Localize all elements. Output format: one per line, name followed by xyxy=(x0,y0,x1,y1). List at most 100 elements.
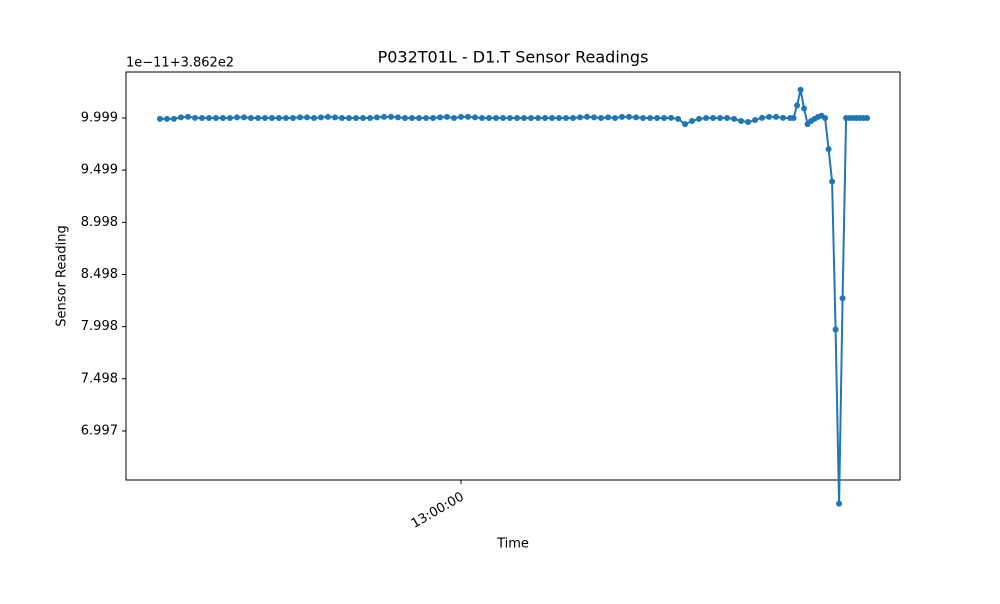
data-point xyxy=(521,114,528,121)
data-point xyxy=(675,115,682,122)
data-point xyxy=(563,114,570,121)
data-point xyxy=(836,500,843,507)
data-point xyxy=(822,114,829,121)
data-point xyxy=(832,326,839,333)
data-point xyxy=(366,114,373,121)
data-point xyxy=(373,114,380,121)
data-point xyxy=(156,115,163,122)
data-point xyxy=(261,114,268,121)
data-point xyxy=(240,114,247,121)
y-tick-label: 9.499 xyxy=(81,163,118,178)
data-point xyxy=(338,114,345,121)
data-point xyxy=(825,146,832,153)
data-point xyxy=(528,114,535,121)
data-point xyxy=(430,114,437,121)
data-point xyxy=(219,114,226,121)
data-point xyxy=(331,114,338,121)
data-point xyxy=(275,114,282,121)
data-point xyxy=(451,114,458,121)
data-point xyxy=(500,114,507,121)
y-tick-label: 7.998 xyxy=(81,319,118,334)
data-point xyxy=(247,114,254,121)
data-point xyxy=(226,114,233,121)
data-point xyxy=(233,114,240,121)
data-point xyxy=(423,114,430,121)
data-point xyxy=(177,114,184,121)
y-axis-label: Sensor Reading xyxy=(55,225,70,326)
data-point xyxy=(388,113,395,120)
data-point xyxy=(759,114,766,121)
data-point xyxy=(797,86,804,93)
data-point xyxy=(493,114,500,121)
data-point xyxy=(839,295,846,302)
data-point xyxy=(766,113,773,120)
data-point xyxy=(661,114,668,121)
data-point xyxy=(556,114,563,121)
data-point xyxy=(864,114,871,121)
data-point xyxy=(479,114,486,121)
data-point xyxy=(303,114,310,121)
data-point xyxy=(352,114,359,121)
data-point xyxy=(289,114,296,121)
data-point xyxy=(381,113,387,120)
y-tick-label: 9.999 xyxy=(81,110,118,125)
data-point xyxy=(682,121,689,128)
data-point xyxy=(184,113,191,120)
data-point xyxy=(689,118,696,125)
data-point xyxy=(416,114,423,121)
data-point xyxy=(170,115,177,122)
data-point xyxy=(619,113,626,120)
data-point xyxy=(780,114,787,121)
data-point xyxy=(668,114,675,121)
data-point xyxy=(696,115,703,122)
data-point xyxy=(549,114,556,121)
data-point xyxy=(296,114,303,121)
data-point xyxy=(212,114,219,121)
data-point xyxy=(409,114,416,121)
data-point xyxy=(444,113,451,120)
data-point xyxy=(507,114,514,121)
data-point xyxy=(710,114,717,121)
data-point xyxy=(317,114,324,121)
data-point xyxy=(458,113,465,120)
y-tick-label: 8.498 xyxy=(81,267,118,282)
data-point xyxy=(535,114,542,121)
data-point xyxy=(738,118,745,125)
data-point xyxy=(191,114,198,121)
data-point xyxy=(402,114,409,121)
data-point xyxy=(486,114,493,121)
data-point xyxy=(790,114,797,121)
data-point xyxy=(345,114,352,121)
data-point xyxy=(703,114,710,121)
data-point xyxy=(514,114,521,121)
data-point xyxy=(465,113,472,120)
data-point xyxy=(640,114,647,121)
data-point xyxy=(310,114,317,121)
data-point xyxy=(205,114,212,121)
data-point xyxy=(254,114,261,121)
plot-frame xyxy=(125,71,901,481)
data-point xyxy=(794,102,801,109)
data-point xyxy=(605,114,612,121)
data-point xyxy=(437,114,444,121)
data-point xyxy=(542,114,549,121)
y-tick-label: 6.997 xyxy=(81,423,118,438)
x-axis-label: Time xyxy=(496,537,529,552)
data-point xyxy=(163,115,170,122)
data-point xyxy=(472,114,479,121)
data-point xyxy=(633,114,640,121)
data-point xyxy=(626,113,633,120)
data-point xyxy=(282,114,289,121)
data-point xyxy=(359,114,366,121)
data-point xyxy=(268,114,275,121)
data-point xyxy=(745,119,752,126)
data-point xyxy=(752,116,759,123)
data-point xyxy=(598,114,605,121)
data-point xyxy=(773,113,780,120)
y-tick-label: 8.998 xyxy=(81,215,118,230)
data-point xyxy=(324,113,331,120)
data-point xyxy=(654,114,661,121)
data-point xyxy=(570,114,577,121)
data-point xyxy=(612,114,619,121)
